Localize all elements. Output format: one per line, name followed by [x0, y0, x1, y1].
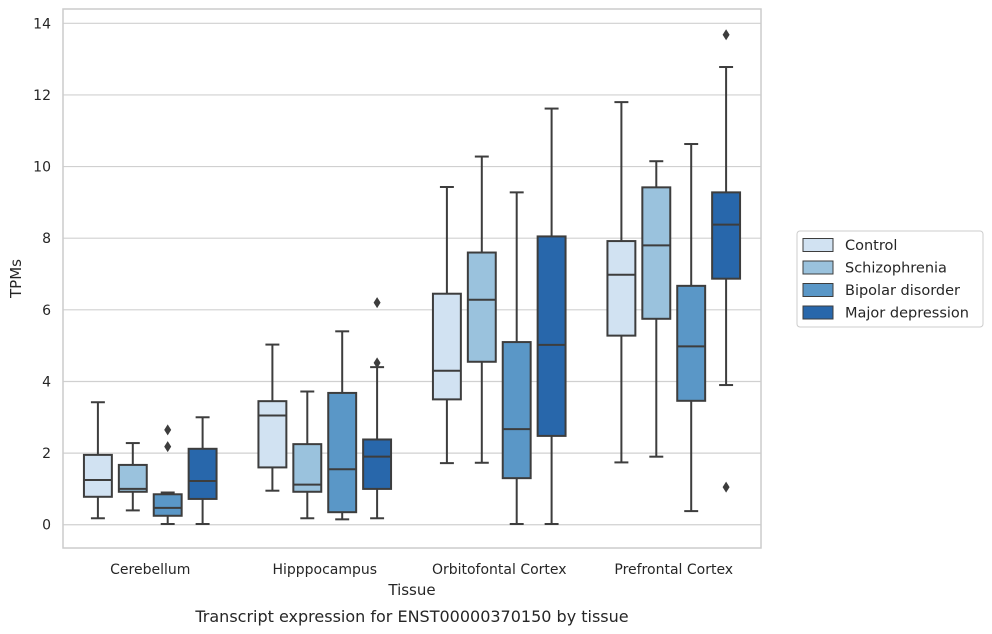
box-bipolar-disorder-hipppocampus: [327, 330, 358, 521]
iqr-box: [327, 391, 358, 514]
box-major-depression-prefrontal-cortex: [711, 29, 742, 493]
iqr-box: [431, 292, 462, 401]
iqr-box: [711, 191, 742, 280]
box-schizophrenia-cerebellum: [117, 442, 148, 512]
box-major-depression-cerebellum: [187, 416, 218, 526]
legend-swatch: [802, 305, 834, 320]
box-major-depression-hipppocampus: [362, 297, 393, 520]
x-tick-label: Prefrontal Cortex: [614, 562, 733, 578]
y-axis-ticks: 0 2 4 6 8 10 12 14: [33, 16, 51, 533]
box-schizophrenia-hipppocampus: [292, 390, 323, 520]
x-axis-label: Tissue: [387, 581, 435, 599]
x-tick-label: Cerebellum: [110, 562, 190, 578]
y-tick-label: 6: [42, 303, 51, 319]
y-tick-label: 12: [33, 88, 51, 104]
y-tick-label: 14: [33, 16, 51, 32]
outlier-point: [722, 481, 730, 493]
x-tick-label: Hipppocampus: [272, 562, 377, 578]
iqr-box: [117, 463, 148, 493]
y-axis-label: TPMs: [7, 259, 25, 299]
x-tick-label: Orbitofontal Cortex: [432, 562, 567, 578]
x-axis-ticks: Cerebellum Hipppocampus Orbitofontal Corte…: [110, 562, 733, 578]
outlier-point: [164, 441, 172, 453]
box-control-orbitofontal-cortex: [431, 185, 462, 465]
legend-swatch: [802, 238, 834, 252]
legend-label: Schizophrenia: [845, 261, 947, 277]
box-bipolar-disorder-cerebellum: [152, 424, 183, 526]
y-tick-label: 2: [42, 446, 51, 462]
legend-frame: [796, 230, 984, 328]
grid: [63, 22, 761, 526]
plot-area: [82, 29, 742, 526]
box-control-prefrontal-cortex: [606, 101, 637, 464]
legend: Control Schizophrenia Bipolar disorder Majo…: [796, 230, 984, 328]
iqr-box: [606, 240, 637, 337]
iqr-box: [466, 251, 497, 363]
iqr-box: [257, 400, 288, 469]
plot-frame: [62, 8, 762, 549]
outlier-point: [722, 29, 730, 41]
box-bipolar-disorder-prefrontal-cortex: [676, 143, 707, 513]
legend-label: Control: [845, 238, 897, 254]
iqr-box: [501, 341, 532, 480]
box-major-depression-orbitofontal-cortex: [536, 107, 567, 526]
box-schizophrenia-orbitofontal-cortex: [466, 155, 497, 464]
chart-caption: Transcript expression for ENST0000037015…: [194, 607, 628, 626]
legend-label: Bipolar disorder: [845, 283, 960, 299]
legend-label: Major depression: [845, 306, 969, 322]
outlier-point: [373, 297, 381, 309]
iqr-box: [152, 493, 183, 517]
iqr-box: [362, 438, 393, 490]
box-control-hipppocampus: [257, 343, 288, 492]
box-bipolar-disorder-orbitofontal-cortex: [501, 191, 532, 526]
y-tick-label: 0: [42, 518, 51, 534]
iqr-box: [676, 284, 707, 402]
outlier-point: [373, 357, 381, 369]
iqr-box: [187, 447, 218, 500]
box-control-cerebellum: [82, 401, 113, 520]
iqr-box: [82, 453, 113, 498]
legend-swatch: [802, 260, 834, 275]
y-tick-label: 4: [42, 374, 51, 390]
outlier-point: [164, 424, 172, 436]
y-tick-label: 8: [42, 231, 51, 247]
legend-swatch: [802, 283, 834, 297]
iqr-box: [641, 186, 672, 320]
iqr-box: [536, 235, 567, 437]
y-tick-label: 10: [33, 160, 51, 176]
box-schizophrenia-prefrontal-cortex: [641, 160, 672, 458]
